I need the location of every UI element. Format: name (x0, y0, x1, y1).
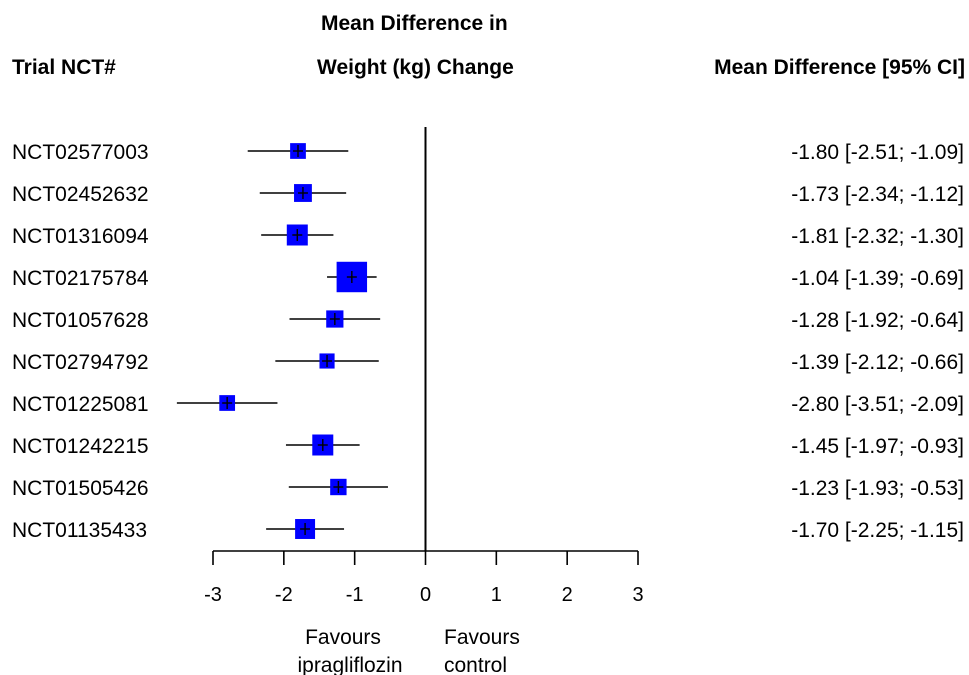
ci-text: -1.04 [-1.39; -0.69] (791, 267, 964, 290)
trial-label: NCT01242215 (12, 435, 149, 458)
trial-label: NCT02175784 (12, 267, 149, 290)
column-header-ci: Mean Difference [95% CI] (714, 56, 965, 79)
ci-text: -1.80 [-2.51; -1.09] (791, 141, 964, 164)
ci-text: -1.81 [-2.32; -1.30] (791, 225, 964, 248)
ci-text: -1.39 [-2.12; -0.66] (791, 351, 964, 374)
trial-label: NCT01225081 (12, 393, 149, 416)
trial-label: NCT01057628 (12, 309, 149, 332)
x-tick-label: -1 (346, 584, 364, 606)
ci-text: -1.28 [-1.92; -0.64] (791, 309, 964, 332)
trial-label: NCT02577003 (12, 141, 149, 164)
x-tick-label: 0 (420, 584, 431, 606)
ci-text: -2.80 [-3.51; -2.09] (791, 393, 964, 416)
favours-right-line2: control (444, 654, 507, 675)
ci-text: -1.23 [-1.93; -0.53] (791, 477, 964, 500)
ci-text: -1.73 [-2.34; -1.12] (791, 183, 964, 206)
column-header-trial: Trial NCT# (12, 56, 116, 79)
ci-text: -1.70 [-2.25; -1.15] (791, 519, 964, 542)
x-tick-label: 3 (632, 584, 643, 606)
favours-right-line1: Favours (444, 626, 520, 649)
column-header-effect-line1: Mean Difference in (321, 12, 508, 35)
ci-text: -1.45 [-1.97; -0.93] (791, 435, 964, 458)
trial-label: NCT02794792 (12, 351, 149, 374)
favours-left-line2: ipragliflozin (297, 654, 402, 675)
x-tick-label: 1 (491, 584, 502, 606)
column-header-effect-line2: Weight (kg) Change (317, 56, 514, 79)
x-tick-label: 2 (562, 584, 573, 606)
trial-label: NCT01316094 (12, 225, 149, 248)
trial-label: NCT01135433 (12, 519, 147, 542)
x-tick-label: -2 (275, 584, 293, 606)
trial-label: NCT01505426 (12, 477, 149, 500)
trial-label: NCT02452632 (12, 183, 149, 206)
x-tick-label: -3 (204, 584, 222, 606)
favours-left-line1: Favours (305, 626, 381, 649)
